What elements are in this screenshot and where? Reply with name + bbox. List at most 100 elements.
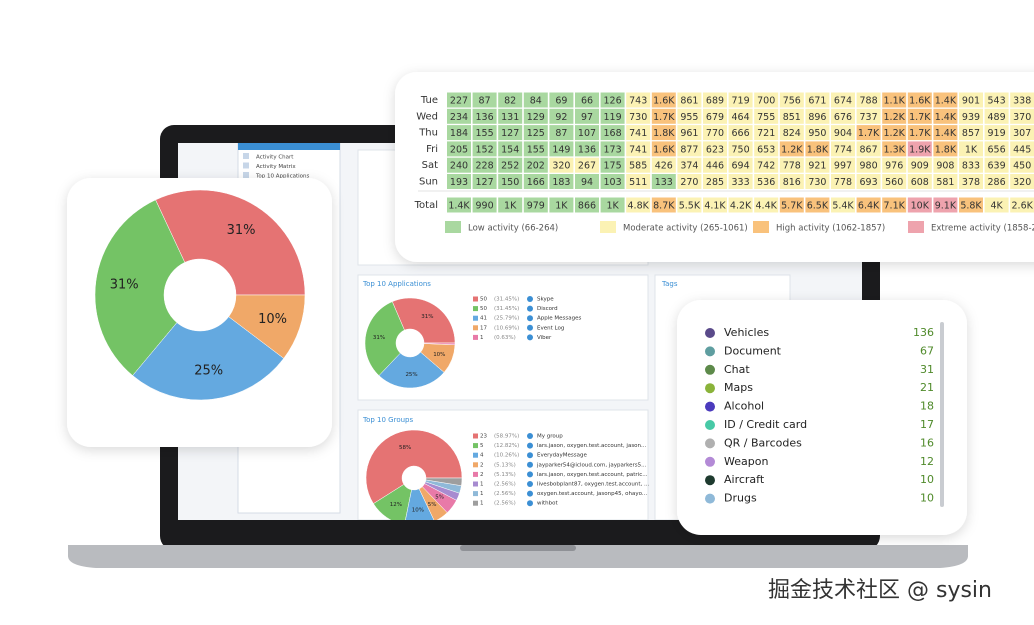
heat-cell-value: 6.5K [807,201,829,212]
heat-cell [779,174,804,189]
heat-cell [549,108,574,124]
heat-cell [779,125,804,141]
heat-cell-value: 10K [911,201,930,212]
sidebar-item: Top 10 Applications [255,174,310,180]
heat-cell [575,174,599,189]
legend-swatch [473,306,478,312]
heat-cell-value: 1K [555,201,568,212]
heat-cell [677,157,702,173]
heat-cell-value: 450 [1013,161,1031,172]
heat-cell-value: 173 [604,144,622,155]
heat-cell-value: 581 [936,177,954,188]
heat-cell-value: 979 [527,201,545,212]
heat-cell [779,108,804,124]
heat-cell-value: 133 [655,177,673,188]
heat-cell [472,157,497,173]
heat-cell [831,197,855,213]
heat-cell-value: 320 [1013,177,1031,188]
heat-cell [472,92,497,108]
tag-name: ID / Credit card [724,418,807,431]
heat-cell-value: 152 [476,144,494,155]
sidebar-header [238,143,340,150]
item-percent: (2.56%) [494,491,516,497]
heat-cell-value: 756 [783,96,801,107]
heat-cell-value: 730 [808,177,826,188]
heat-cell [575,125,599,141]
tag-name: Vehicles [724,326,769,339]
heat-cell-value: 127 [501,128,519,139]
heat-cell-value: 778 [783,161,801,172]
heat-cell-value: 193 [450,177,468,188]
tags-panel-title: Tags [661,280,678,288]
heat-cell [1010,174,1034,189]
heat-cell [600,141,625,157]
heat-cell [728,125,753,141]
heat-cell-value: 87 [555,128,567,139]
heat-cell [677,141,702,157]
tag-count: 21 [920,381,934,394]
item-name: lars.jason, oxygen.test.account, patric.… [537,472,648,478]
heat-cell-value: 307 [1013,128,1031,139]
heat-cell [728,197,753,213]
heat-cell-value: 623 [706,144,724,155]
heat-cell-value: 689 [706,96,724,107]
heat-cell [651,125,676,141]
scrollbar [940,322,944,507]
item-percent: (10.26%) [494,453,519,459]
tag-count: 17 [920,418,934,431]
heat-cell-value: 370 [1013,112,1031,123]
heat-cell [933,174,958,189]
heat-cell [651,174,676,189]
heat-cell-value: 861 [680,96,698,107]
heat-cell [831,92,855,108]
heat-cell [959,197,983,213]
heat-cell-value: 2.6K [1012,201,1034,212]
heat-cell-value: 205 [450,144,468,155]
heat-cell-value: 129 [527,112,545,123]
laptop-notch [460,545,576,551]
item-count: 23 [480,434,487,440]
pie-chart: 31% 31% 25% 10% [94,189,306,401]
heat-cell-value: 1.4K [935,112,957,123]
heat-cell-value: 1.2K [884,112,906,123]
heat-cell-value: 374 [680,161,698,172]
heat-cell [805,92,830,108]
heat-cell-value: 824 [783,128,801,139]
heat-cell [984,108,1009,124]
heat-cell [728,174,753,189]
item-count: 1 [480,335,484,341]
app-icon [527,296,533,302]
heat-cell-value: 1.7K [858,128,880,139]
sidebar-item: Activity Matrix [256,164,296,170]
heat-cell-value: 166 [527,177,545,188]
heat-cell-value: 202 [527,161,545,172]
heat-cell [651,141,676,157]
heat-cell [447,197,471,213]
heat-cell-value: 320 [552,161,570,172]
heat-cell [626,92,651,108]
heat-cell [907,92,932,108]
heat-cell [600,108,625,124]
heat-cell [447,125,471,141]
heat-cell [626,108,651,124]
heat-cell [1010,197,1034,213]
heat-cell [575,141,599,157]
item-percent: (58.97%) [494,434,519,440]
heat-cell-value: 9.1K [935,201,957,212]
heat-cell [882,141,907,157]
heat-cell-value: 97 [581,112,593,123]
heat-cell-value: 742 [757,161,775,172]
heat-cell [523,141,548,157]
item-name: EverydayMessage [537,453,587,459]
heat-cell-value: 1.6K [653,144,675,155]
heat-cell [1010,92,1034,108]
heat-cell-value: 950 [808,128,826,139]
heat-cell-value: 1.4K [935,96,957,107]
heat-cell [626,197,651,213]
legend-swatch [473,334,478,340]
heat-cell [779,92,804,108]
heat-cell-value: 87 [479,96,491,107]
heat-cell [882,174,907,189]
pie-slice [405,488,435,520]
item-percent: (5.13%) [494,472,516,478]
